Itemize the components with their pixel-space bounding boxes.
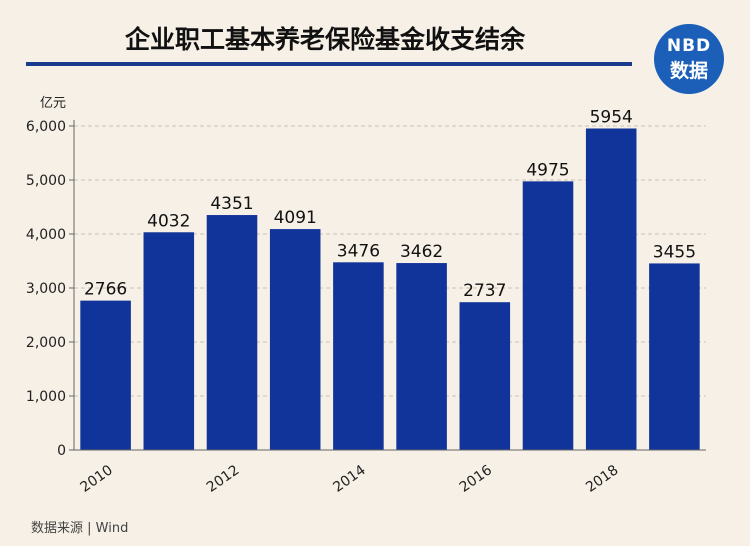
y-tick-label: 3,000 (26, 281, 66, 297)
data-label: 4351 (210, 194, 253, 214)
bar (396, 263, 447, 450)
data-label: 4975 (526, 160, 569, 180)
data-label: 3476 (337, 241, 380, 261)
chart-title: 企业职工基本养老保险基金收支结余 (124, 25, 525, 54)
y-tick-label: 5,000 (26, 173, 66, 189)
nbd-logo: NBD 数据 (654, 24, 724, 94)
y-tick-label: 1,000 (26, 389, 66, 405)
x-axis: 2010 2012 2014 2016 2018 (74, 449, 706, 496)
x-tick-label: 2012 (204, 462, 242, 496)
data-label: 3462 (400, 242, 443, 262)
source-note: 数据来源 | Wind (31, 521, 129, 536)
x-tick-label: 2018 (583, 462, 621, 496)
logo-text-bottom: 数据 (669, 60, 708, 82)
bar (80, 300, 131, 450)
data-label: 5954 (590, 107, 633, 127)
data-label: 2737 (463, 281, 506, 301)
bar (333, 262, 384, 450)
bars (80, 128, 700, 450)
x-tick-label: 2014 (330, 462, 368, 496)
bar (459, 302, 511, 450)
bar (269, 229, 321, 450)
data-label: 4091 (274, 208, 317, 228)
bar (649, 263, 700, 450)
y-tick-label: 2,000 (26, 335, 66, 351)
x-tick-label: 2016 (457, 462, 495, 496)
bar (585, 128, 637, 450)
y-tick-label: 0 (57, 443, 66, 459)
bar (522, 181, 574, 450)
data-label: 3455 (653, 242, 696, 262)
y-tick-label: 6,000 (26, 119, 66, 135)
bar (143, 232, 195, 450)
title-underline (26, 62, 632, 66)
y-unit-label: 亿元 (40, 96, 66, 111)
logo-text-top: NBD (666, 36, 712, 56)
y-axis: 0 1,000 2,000 3,000 4,000 5,000 6,000 亿元 (26, 96, 75, 459)
data-label: 2766 (84, 280, 127, 300)
y-tick-label: 4,000 (26, 227, 66, 243)
data-labels: 2766 4032 4351 4091 3476 3462 2737 4975 5954 3455 (84, 107, 696, 301)
bar (206, 215, 258, 450)
data-label: 4032 (147, 211, 190, 231)
x-tick-label: 2010 (78, 462, 116, 496)
